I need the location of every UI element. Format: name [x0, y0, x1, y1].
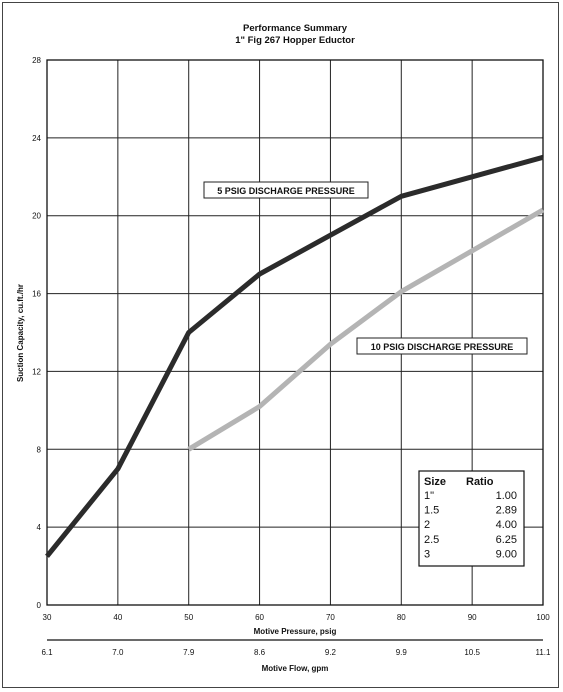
x-tick-label: 100: [536, 613, 550, 622]
x2-axis-label: Motive Flow, gpm: [262, 664, 329, 673]
x-tick-label: 80: [397, 613, 406, 622]
x-tick-label: 40: [113, 613, 122, 622]
x-tick-label: 60: [255, 613, 264, 622]
x2-tick-labels: 6.1 7.0 7.9 8.6 9.2 9.9 10.5 11.1: [41, 648, 551, 657]
x2-tick-label: 10.5: [464, 648, 480, 657]
table-cell-size: 2.5: [424, 534, 439, 546]
table-cell-size: 3: [424, 548, 430, 560]
x2-tick-label: 8.6: [254, 648, 266, 657]
series-2-label-box: 10 PSIG DISCHARGE PRESSURE: [356, 337, 528, 355]
plot-border: [46, 59, 544, 606]
x-axis-label: Motive Pressure, psig: [254, 627, 337, 636]
table-cell-ratio: 6.25: [496, 534, 517, 546]
table-header-size: Size: [424, 476, 446, 488]
x2-tick-label: 7.9: [183, 648, 195, 657]
y-axis-label: Suction Capacity, cu.ft./hr: [16, 284, 25, 382]
series-line-1: [45, 154, 544, 558]
series-1-label: 5 PSIG DISCHARGE PRESSURE: [217, 186, 355, 196]
table-cell-ratio: 4.00: [496, 519, 517, 531]
table-header-ratio: Ratio: [466, 476, 494, 488]
chart-subtitle: 1" Fig 267 Hopper Eductor: [235, 35, 355, 46]
series-line-2: [187, 207, 545, 452]
x2-tick-label: 9.9: [396, 648, 408, 657]
y-tick-label: 16: [32, 290, 41, 299]
y-tick-label: 0: [37, 601, 42, 610]
x-tick-label: 50: [184, 613, 193, 622]
y-tick-label: 12: [32, 367, 41, 376]
chart-title: Performance Summary: [243, 23, 348, 34]
y-tick-label: 28: [32, 56, 41, 65]
grid: [46, 59, 544, 606]
y-tick-labels: 0 4 8 12 16 20 24 28: [32, 56, 41, 610]
x-tick-label: 70: [326, 613, 335, 622]
table-cell-ratio: 9.00: [496, 548, 517, 560]
y-tick-label: 8: [37, 445, 42, 454]
x-tick-label: 30: [43, 613, 52, 622]
x2-tick-label: 11.1: [536, 648, 552, 657]
table-cell-ratio: 2.89: [496, 505, 517, 517]
x2-tick-label: 7.0: [112, 648, 124, 657]
x2-tick-label: 9.2: [325, 648, 337, 657]
table-cell-size: 2: [424, 519, 430, 531]
series-lines: [45, 154, 545, 558]
y-tick-label: 4: [37, 523, 42, 532]
x-tick-labels: 30 40 50 60 70 80 90 100: [43, 613, 551, 622]
y-tick-label: 24: [32, 134, 41, 143]
table-cell-size: 1.5: [424, 505, 439, 517]
x2-tick-label: 6.1: [41, 648, 53, 657]
y-tick-label: 20: [32, 212, 41, 221]
series-1-label-box: 5 PSIG DISCHARGE PRESSURE: [203, 181, 369, 199]
series-2-label: 10 PSIG DISCHARGE PRESSURE: [371, 342, 514, 352]
table-cell-size: 1": [424, 490, 434, 502]
x-tick-label: 90: [468, 613, 477, 622]
size-ratio-table: Size Ratio 1" 1.00 1.5 2.89 2 4.00 2.5 6.25 3 9.00: [418, 470, 525, 567]
table-cell-ratio: 1.00: [496, 490, 517, 502]
